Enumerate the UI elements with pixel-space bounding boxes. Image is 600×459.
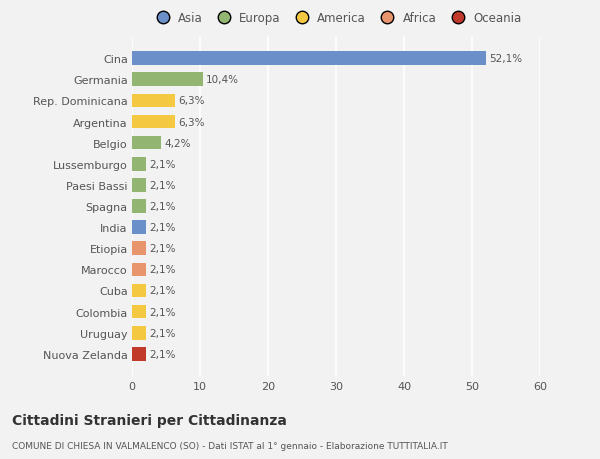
Text: 2,1%: 2,1%	[149, 223, 176, 233]
Text: 2,1%: 2,1%	[149, 307, 176, 317]
Text: 2,1%: 2,1%	[149, 286, 176, 296]
Text: 2,1%: 2,1%	[149, 244, 176, 254]
Bar	[132, 52, 486, 66]
Bar	[132, 179, 146, 192]
Bar	[132, 347, 146, 361]
Text: 6,3%: 6,3%	[178, 117, 205, 127]
Bar	[132, 305, 146, 319]
Bar	[132, 263, 146, 277]
Bar	[132, 115, 175, 129]
Bar	[132, 284, 146, 298]
Bar	[132, 136, 161, 150]
Text: 2,1%: 2,1%	[149, 328, 176, 338]
Text: 10,4%: 10,4%	[206, 75, 239, 85]
Bar	[132, 200, 146, 213]
Bar	[132, 157, 146, 171]
Legend: Asia, Europa, America, Africa, Oceania: Asia, Europa, America, Africa, Oceania	[147, 9, 525, 28]
Text: Cittadini Stranieri per Cittadinanza: Cittadini Stranieri per Cittadinanza	[12, 413, 287, 427]
Text: COMUNE DI CHIESA IN VALMALENCO (SO) - Dati ISTAT al 1° gennaio - Elaborazione TU: COMUNE DI CHIESA IN VALMALENCO (SO) - Da…	[12, 441, 448, 450]
Text: 2,1%: 2,1%	[149, 180, 176, 190]
Text: 2,1%: 2,1%	[149, 265, 176, 275]
Bar	[132, 221, 146, 235]
Text: 2,1%: 2,1%	[149, 202, 176, 212]
Text: 6,3%: 6,3%	[178, 96, 205, 106]
Text: 2,1%: 2,1%	[149, 349, 176, 359]
Bar	[132, 73, 203, 87]
Bar	[132, 94, 175, 108]
Text: 52,1%: 52,1%	[490, 54, 523, 64]
Bar	[132, 242, 146, 256]
Text: 2,1%: 2,1%	[149, 159, 176, 169]
Text: 4,2%: 4,2%	[164, 138, 190, 148]
Bar	[132, 326, 146, 340]
